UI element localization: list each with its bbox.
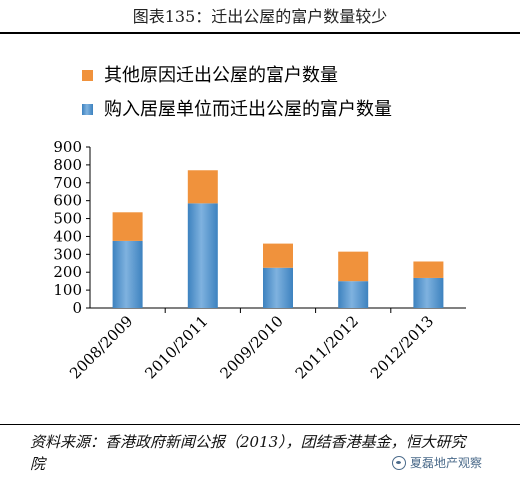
x-tick-label: 2012/2013 <box>367 312 437 382</box>
bar-bottom-2008/2009 <box>112 240 143 308</box>
y-tick-label: 700 <box>53 174 82 192</box>
bar-top-2012/2013 <box>413 261 444 278</box>
x-tick-label: 2009/2010 <box>217 312 287 382</box>
legend-swatch-2 <box>82 104 93 115</box>
chart-footer: 资料来源：香港政府新闻公报（2013），团结香港基金，恒大研究院 夏磊地产观察 <box>0 424 520 483</box>
y-tick-label: 0 <box>72 299 82 317</box>
bar-bottom-2012/2013 <box>413 277 444 308</box>
bar-top-2010/2011 <box>187 170 218 204</box>
legend-label-2: 购入居屋单位而迁出公屋的富户数量 <box>104 99 392 120</box>
y-tick-label: 800 <box>53 156 82 174</box>
bar-top-2008/2009 <box>112 212 143 241</box>
y-tick-label: 300 <box>53 245 82 263</box>
bar-bottom-2009/2010 <box>263 267 293 308</box>
figure-title: 图表135：迁出公屋的富户数量较少 <box>0 0 520 34</box>
bar-top-2009/2010 <box>263 243 293 268</box>
chart-bars <box>112 170 444 308</box>
x-tick-labels: 2008/2009 2010/2011 2009/2010 2011/2012 2012… <box>66 308 437 382</box>
bar-top-2011/2012 <box>338 251 369 282</box>
x-tick-label: 2011/2012 <box>292 312 362 382</box>
bar-bottom-2010/2011 <box>187 203 218 308</box>
bar-bottom-2011/2012 <box>338 281 369 308</box>
watermark: 夏磊地产观察 <box>392 454 482 471</box>
y-tick-label: 100 <box>53 281 82 299</box>
y-tick-label: 600 <box>53 192 82 210</box>
legend-swatch-1 <box>82 70 93 81</box>
wechat-icon <box>392 455 406 470</box>
y-tick-label: 400 <box>53 227 82 245</box>
y-tick-label: 200 <box>53 263 82 281</box>
x-tick-label: 2010/2011 <box>141 312 211 382</box>
legend-label-1: 其他原因迁出公屋的富户数量 <box>104 65 338 86</box>
source-note: 资料来源：香港政府新闻公报（2013），团结香港基金，恒大研究院 <box>30 433 466 473</box>
y-tick-label: 900 <box>53 138 82 156</box>
x-tick-label: 2008/2009 <box>66 312 136 382</box>
y-tick-label: 500 <box>53 210 82 228</box>
watermark-text: 夏磊地产观察 <box>410 456 483 470</box>
